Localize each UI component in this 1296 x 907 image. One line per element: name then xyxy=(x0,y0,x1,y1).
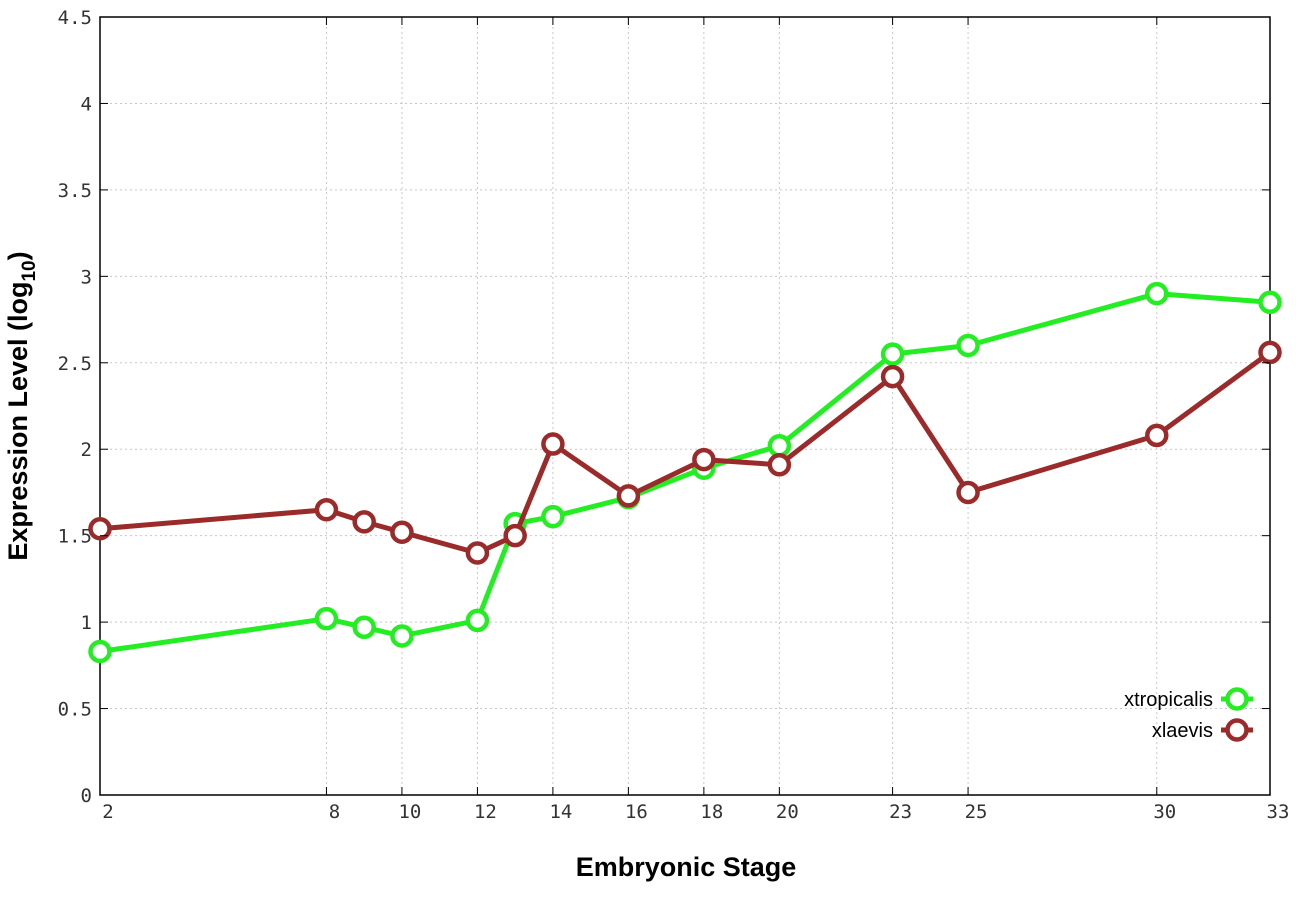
data-point-xlaevis xyxy=(880,364,905,389)
x-tick-label: 8 xyxy=(329,801,340,823)
data-point-xtropicalis xyxy=(956,333,980,358)
x-tick-label: 18 xyxy=(700,801,723,823)
data-point-xlaevis xyxy=(1145,423,1169,448)
x-tick-label: 30 xyxy=(1153,801,1176,823)
data-point-xtropicalis xyxy=(390,624,414,648)
data-point-xtropicalis xyxy=(465,608,490,633)
y-tick-label: 1 xyxy=(81,612,92,634)
series-xtropicalis xyxy=(88,281,1282,664)
y-axis-title: Expression Level (log10) xyxy=(3,251,40,560)
data-point-xtropicalis xyxy=(541,504,565,529)
plot-frame xyxy=(99,16,1271,796)
data-point-xtropicalis xyxy=(1258,290,1282,315)
legend-item-xlaevis: xlaevis xyxy=(1152,718,1253,742)
data-point-xlaevis xyxy=(1258,340,1282,365)
x-tick-label: 23 xyxy=(889,801,912,823)
gridlines xyxy=(100,17,1270,795)
data-point-xtropicalis xyxy=(352,615,376,640)
x-tick-label: 10 xyxy=(398,801,421,823)
data-point-xtropicalis xyxy=(314,606,339,631)
data-point-xlaevis xyxy=(465,541,490,565)
x-axis-title: Embryonic Stage xyxy=(576,852,797,882)
y-axis-title-main: Expression Level (log xyxy=(3,282,33,561)
legend-marker-swatch xyxy=(1225,718,1249,742)
series-xlaevis xyxy=(88,340,1282,565)
y-tick-label: 0.5 xyxy=(58,699,92,721)
data-point-xlaevis xyxy=(314,497,339,522)
x-tick-label: 14 xyxy=(549,801,572,823)
y-tick-label: 2.5 xyxy=(58,353,92,375)
legend-item-xtropicalis: xtropicalis xyxy=(1124,687,1253,711)
data-point-xlaevis xyxy=(692,447,716,472)
y-tick-label: 0 xyxy=(81,785,92,807)
data-point-xlaevis xyxy=(503,523,527,548)
y-axis-title-close: ) xyxy=(3,251,33,260)
data-point-xtropicalis xyxy=(88,639,112,664)
x-tick-label: 2 xyxy=(102,801,113,823)
y-tick-label: 4.5 xyxy=(58,7,92,29)
data-point-xlaevis xyxy=(956,480,980,505)
x-tick-label: 25 xyxy=(965,801,988,823)
legend-label: xtropicalis xyxy=(1124,689,1213,711)
x-tick-label: 12 xyxy=(474,801,497,823)
data-point-xlaevis xyxy=(767,453,792,477)
x-tick-label: 20 xyxy=(776,801,799,823)
y-tick-label: 4 xyxy=(81,93,92,115)
data-point-xlaevis xyxy=(541,432,565,456)
y-tick-label: 2 xyxy=(81,439,92,461)
data-point-xtropicalis xyxy=(1145,281,1169,306)
legend: xtropicalis xlaevis xyxy=(1124,687,1253,742)
data-point-xlaevis xyxy=(390,520,414,544)
series-line-xlaevis xyxy=(99,350,1272,556)
data-point-xlaevis xyxy=(88,517,112,541)
data-point-xlaevis xyxy=(352,510,376,534)
data-point-xlaevis xyxy=(616,484,641,508)
series-line-xtropicalis xyxy=(99,291,1271,654)
series-layer xyxy=(88,281,1282,664)
y-tick-label: 3.5 xyxy=(58,180,92,202)
legend-label: xlaevis xyxy=(1152,720,1213,742)
legend-marker-swatch xyxy=(1225,687,1249,711)
plot-area-border xyxy=(99,16,1271,796)
y-axis-title-subscript: 10 xyxy=(19,260,40,281)
x-tick-label: 16 xyxy=(625,801,648,823)
y-tick-label: 3 xyxy=(81,266,92,288)
data-point-xtropicalis xyxy=(767,434,792,458)
data-point-xtropicalis xyxy=(880,342,905,366)
tick-labels: 0 0.5 1 1.5 2 2.5 3 3.5 4 4.5 2 8 10 12 14 16 18 20 23 25 30… xyxy=(58,7,1290,823)
x-tick-label: 33 xyxy=(1267,801,1290,823)
y-tick-label: 1.5 xyxy=(58,526,92,548)
